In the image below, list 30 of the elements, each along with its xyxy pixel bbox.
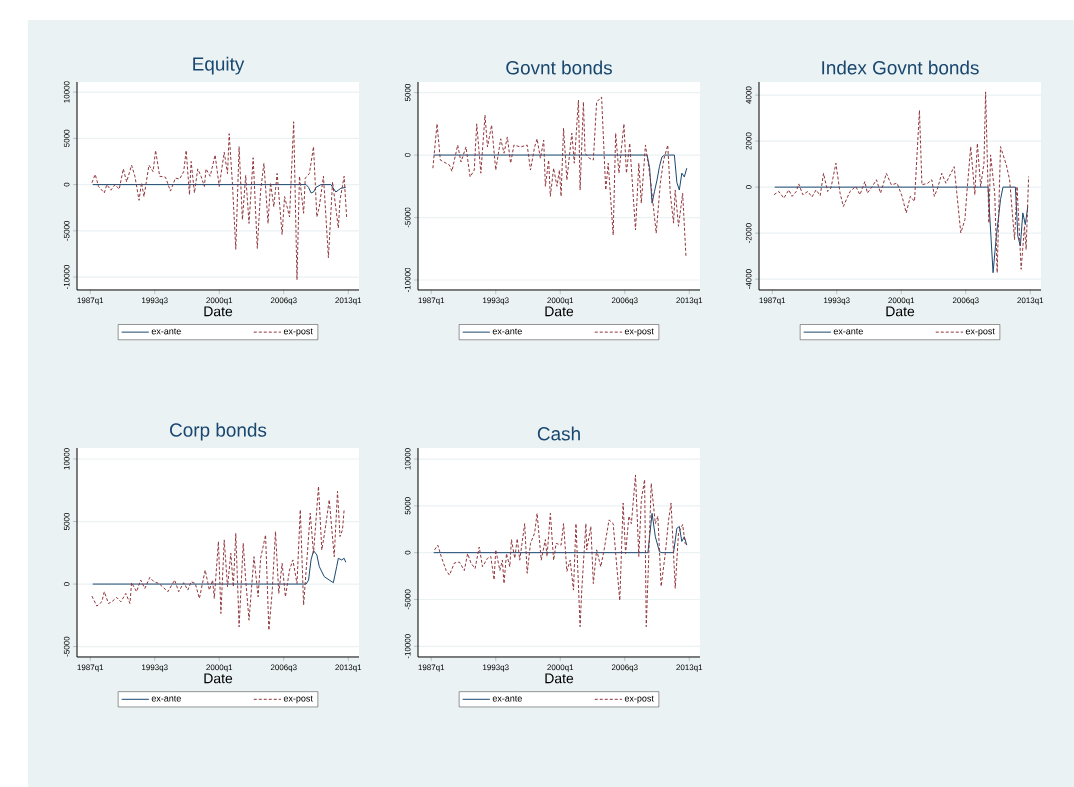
chart-title: Cash (537, 426, 580, 441)
line-series (773, 91, 1030, 274)
legend-label: ex-ante (492, 328, 522, 335)
chart-title: Govnt bonds (506, 60, 612, 75)
line-series (774, 186, 1029, 274)
x-axis-title: Date (545, 673, 574, 684)
legend-label: ex-ante (833, 328, 863, 335)
legend-label: ex-ante (151, 695, 181, 702)
x-axis-title: Date (545, 306, 574, 317)
line-series (92, 184, 347, 194)
line-series (433, 512, 688, 554)
chart-title: Equity (193, 56, 245, 75)
line-series (434, 474, 688, 628)
chart-title: Index Govnt bonds (822, 60, 979, 75)
line-series (432, 96, 687, 257)
line-series (92, 550, 347, 585)
legend-label: ex-post (283, 695, 313, 704)
legend-label: ex-post (283, 328, 313, 337)
x-axis-title: Date (204, 306, 233, 317)
legend-label: ex-ante (151, 328, 181, 335)
legend-label: ex-post (965, 328, 995, 337)
legend-label: ex-ante (492, 695, 522, 702)
legend-label: ex-post (624, 328, 654, 337)
legend-label: ex-post (624, 695, 654, 704)
chart-title: Corp bonds (170, 422, 267, 441)
line-series (433, 154, 688, 204)
x-axis-title: Date (204, 673, 233, 684)
x-axis-title: Date (886, 306, 915, 317)
line-series (91, 121, 348, 281)
line-series (91, 485, 345, 631)
